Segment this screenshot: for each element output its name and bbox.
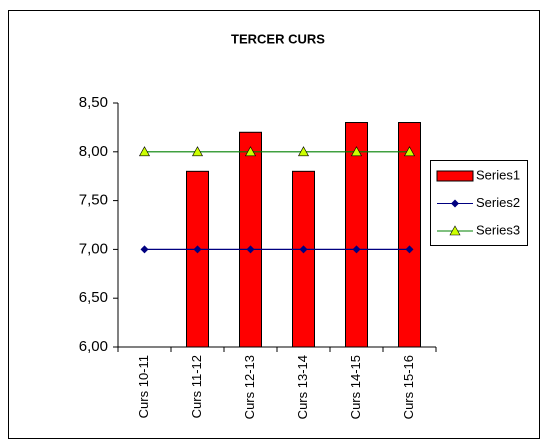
x-tick-label: Curs 10-11 bbox=[136, 355, 151, 418]
marker bbox=[449, 225, 461, 236]
marker bbox=[297, 146, 310, 157]
legend-label: Series1 bbox=[476, 167, 520, 182]
marker bbox=[193, 245, 202, 254]
chart-title: TERCER CURS bbox=[231, 31, 325, 46]
y-tick-label: 7,50 bbox=[79, 192, 108, 209]
marker bbox=[138, 146, 151, 157]
x-tick-label: Curs 14-15 bbox=[348, 355, 363, 419]
bar bbox=[398, 122, 421, 348]
y-tick-label: 7,00 bbox=[79, 240, 108, 257]
legend-label: Series2 bbox=[476, 195, 520, 210]
marker bbox=[246, 245, 255, 254]
marker bbox=[244, 146, 257, 157]
x-tick-label: Curs 13-14 bbox=[295, 355, 310, 419]
marker bbox=[299, 245, 308, 254]
x-tick-label: Curs 11-12 bbox=[189, 355, 204, 418]
marker bbox=[140, 245, 149, 254]
legend-swatch bbox=[436, 170, 474, 182]
x-tick-label: Curs 12-13 bbox=[242, 355, 257, 419]
y-tick-label: 6,00 bbox=[79, 338, 108, 355]
marker bbox=[451, 199, 459, 208]
y-tick-label: 8,00 bbox=[79, 143, 108, 160]
x-tick-label: Curs 15-16 bbox=[401, 355, 416, 419]
bar bbox=[239, 131, 262, 348]
y-tick-label: 8,50 bbox=[79, 94, 108, 111]
marker bbox=[352, 245, 361, 254]
bar bbox=[186, 170, 209, 348]
y-tick-label: 6,50 bbox=[79, 289, 108, 306]
bar bbox=[345, 122, 368, 348]
marker bbox=[350, 146, 363, 157]
marker bbox=[405, 245, 414, 254]
marker bbox=[403, 146, 416, 157]
marker bbox=[191, 146, 204, 157]
legend-label: Series3 bbox=[476, 222, 520, 237]
bar bbox=[292, 170, 315, 348]
